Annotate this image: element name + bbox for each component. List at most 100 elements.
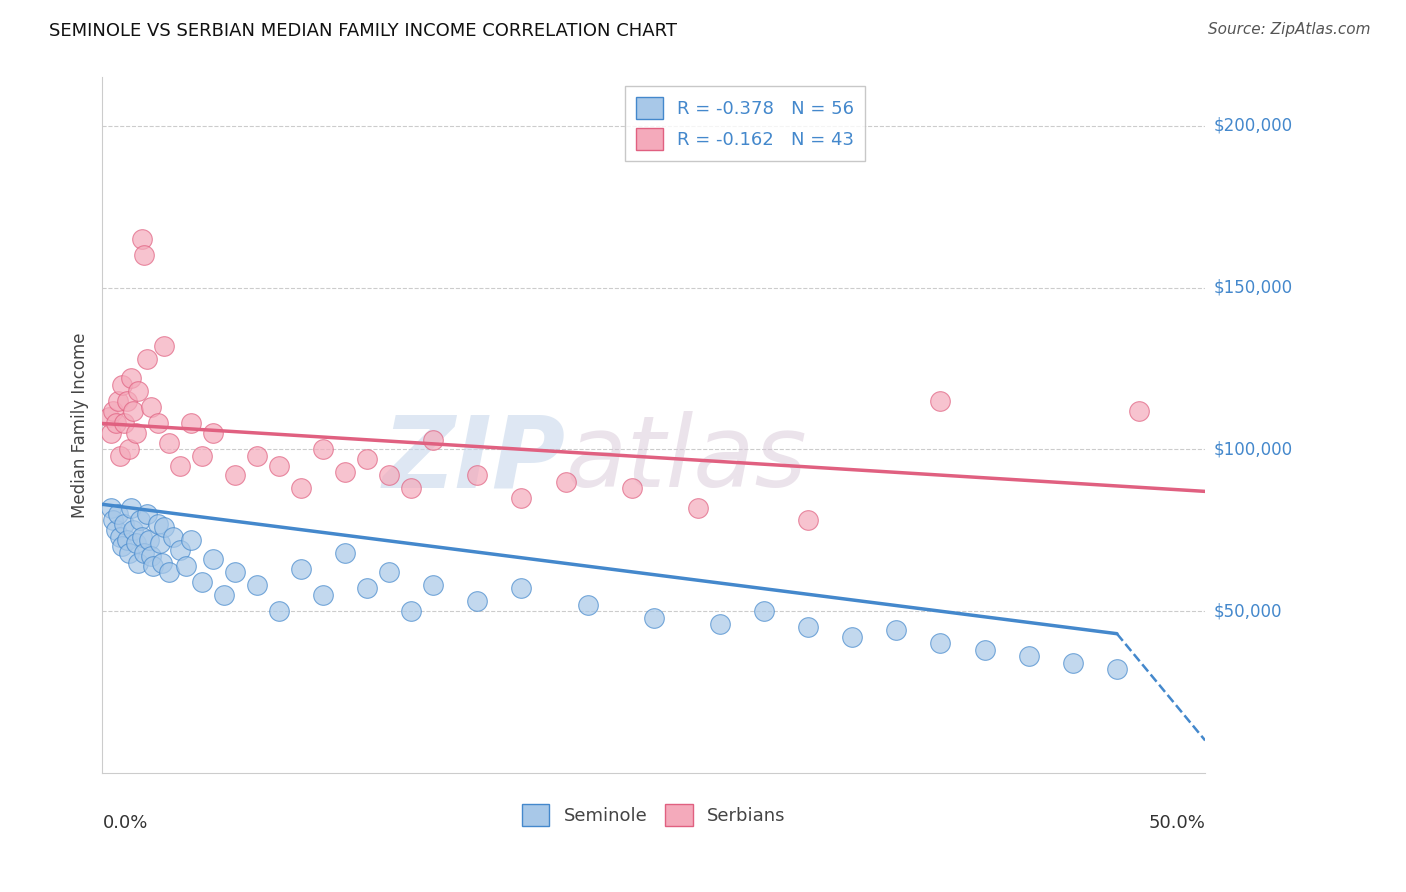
Point: [174, 558, 197, 573]
Point: [709, 617, 731, 632]
Point: [134, 248, 156, 262]
Point: [399, 481, 422, 495]
Point: [190, 449, 212, 463]
Point: [378, 566, 401, 580]
Point: [290, 562, 312, 576]
Point: [841, 630, 863, 644]
Point: [103, 403, 125, 417]
Point: [146, 417, 169, 431]
Text: $100,000: $100,000: [1213, 441, 1292, 458]
Text: atlas: atlas: [565, 411, 807, 508]
Point: [98, 409, 121, 424]
Point: [108, 530, 131, 544]
Point: [180, 417, 202, 431]
Point: [752, 604, 775, 618]
Point: [510, 491, 533, 505]
Point: [120, 500, 142, 515]
Point: [378, 468, 401, 483]
Point: [103, 514, 125, 528]
Text: Source: ZipAtlas.com: Source: ZipAtlas.com: [1208, 22, 1371, 37]
Point: [139, 401, 162, 415]
Point: [201, 552, 224, 566]
Point: [422, 578, 444, 592]
Point: [554, 475, 576, 489]
Point: [1062, 656, 1084, 670]
Point: [886, 624, 908, 638]
Point: [1105, 662, 1128, 676]
Point: [157, 566, 180, 580]
Point: [333, 465, 356, 479]
Point: [169, 542, 191, 557]
Legend: Seminole, Serbians: Seminole, Serbians: [515, 797, 793, 833]
Point: [149, 536, 172, 550]
Point: [115, 393, 138, 408]
Point: [135, 507, 157, 521]
Point: [118, 546, 141, 560]
Point: [153, 520, 176, 534]
Point: [1018, 649, 1040, 664]
Point: [131, 530, 153, 544]
Point: [212, 588, 235, 602]
Point: [157, 436, 180, 450]
Point: [115, 533, 138, 547]
Point: [356, 582, 378, 596]
Point: [467, 468, 489, 483]
Point: [399, 604, 422, 618]
Text: ZIP: ZIP: [382, 411, 565, 508]
Point: [131, 232, 153, 246]
Point: [124, 536, 146, 550]
Point: [267, 604, 290, 618]
Text: $50,000: $50,000: [1213, 602, 1282, 620]
Point: [138, 533, 160, 547]
Point: [246, 449, 269, 463]
Point: [929, 636, 952, 650]
Point: [290, 481, 312, 495]
Point: [153, 339, 176, 353]
Point: [1128, 403, 1150, 417]
Point: [118, 442, 141, 457]
Point: [162, 530, 184, 544]
Text: 0.0%: 0.0%: [103, 814, 148, 832]
Point: [620, 481, 643, 495]
Point: [312, 442, 335, 457]
Point: [135, 351, 157, 366]
Point: [122, 403, 145, 417]
Point: [246, 578, 269, 592]
Point: [108, 449, 131, 463]
Text: 50.0%: 50.0%: [1149, 814, 1205, 832]
Point: [180, 533, 202, 547]
Point: [510, 582, 533, 596]
Point: [122, 523, 145, 537]
Point: [142, 558, 165, 573]
Point: [114, 417, 136, 431]
Point: [127, 556, 149, 570]
Point: [139, 549, 162, 563]
Point: [100, 500, 122, 515]
Point: [134, 546, 156, 560]
Point: [111, 377, 134, 392]
Text: $200,000: $200,000: [1213, 117, 1292, 135]
Point: [150, 556, 173, 570]
Point: [127, 384, 149, 398]
Point: [201, 426, 224, 441]
Point: [169, 458, 191, 473]
Point: [422, 433, 444, 447]
Point: [107, 393, 129, 408]
Point: [333, 546, 356, 560]
Point: [797, 514, 820, 528]
Text: SEMINOLE VS SERBIAN MEDIAN FAMILY INCOME CORRELATION CHART: SEMINOLE VS SERBIAN MEDIAN FAMILY INCOME…: [49, 22, 678, 40]
Point: [312, 588, 335, 602]
Point: [973, 643, 995, 657]
Point: [120, 371, 142, 385]
Point: [686, 500, 709, 515]
Point: [797, 620, 820, 634]
Point: [107, 507, 129, 521]
Point: [356, 452, 378, 467]
Text: $150,000: $150,000: [1213, 278, 1292, 297]
Point: [929, 393, 952, 408]
Point: [104, 417, 127, 431]
Point: [643, 610, 665, 624]
Point: [124, 426, 146, 441]
Point: [224, 566, 246, 580]
Y-axis label: Median Family Income: Median Family Income: [72, 333, 89, 518]
